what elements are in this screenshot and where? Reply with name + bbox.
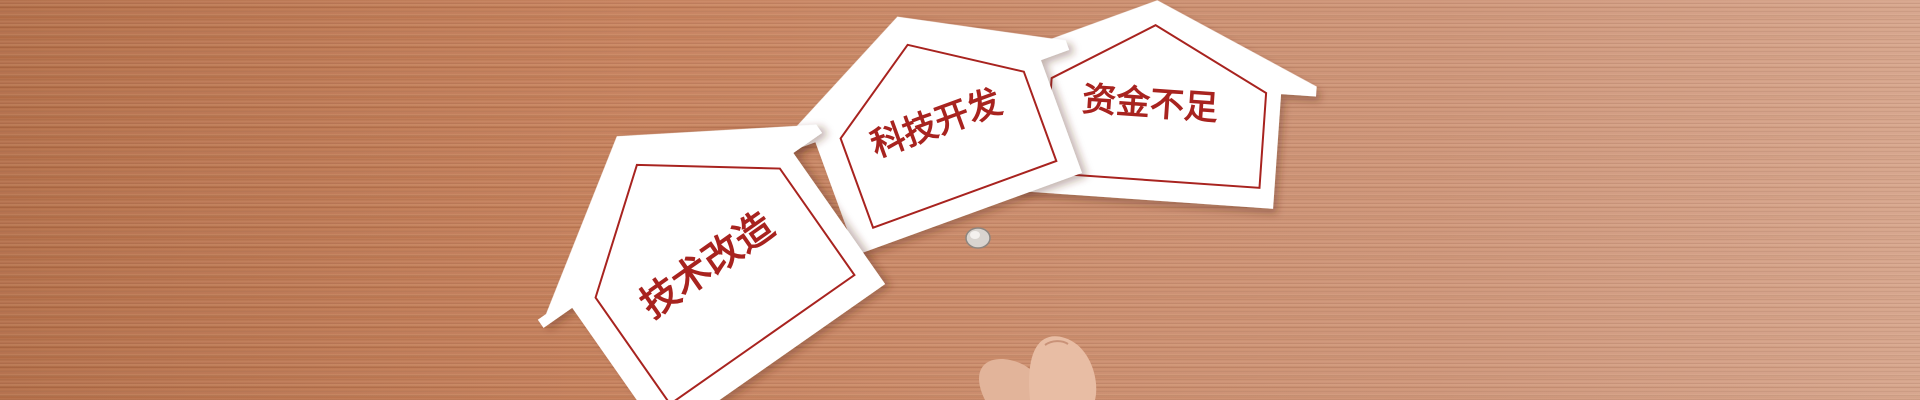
screw-object [965,227,991,249]
house-card-outline [594,163,856,400]
house-card-outline [839,43,1058,229]
house-card-shape [783,16,1082,256]
hand-fingers [979,336,1097,400]
house-card-tech: 技术改造 [537,124,886,400]
house-label-funding: 资金不足 [1081,79,1219,128]
house-card-rd: 科技开发 [783,16,1082,256]
